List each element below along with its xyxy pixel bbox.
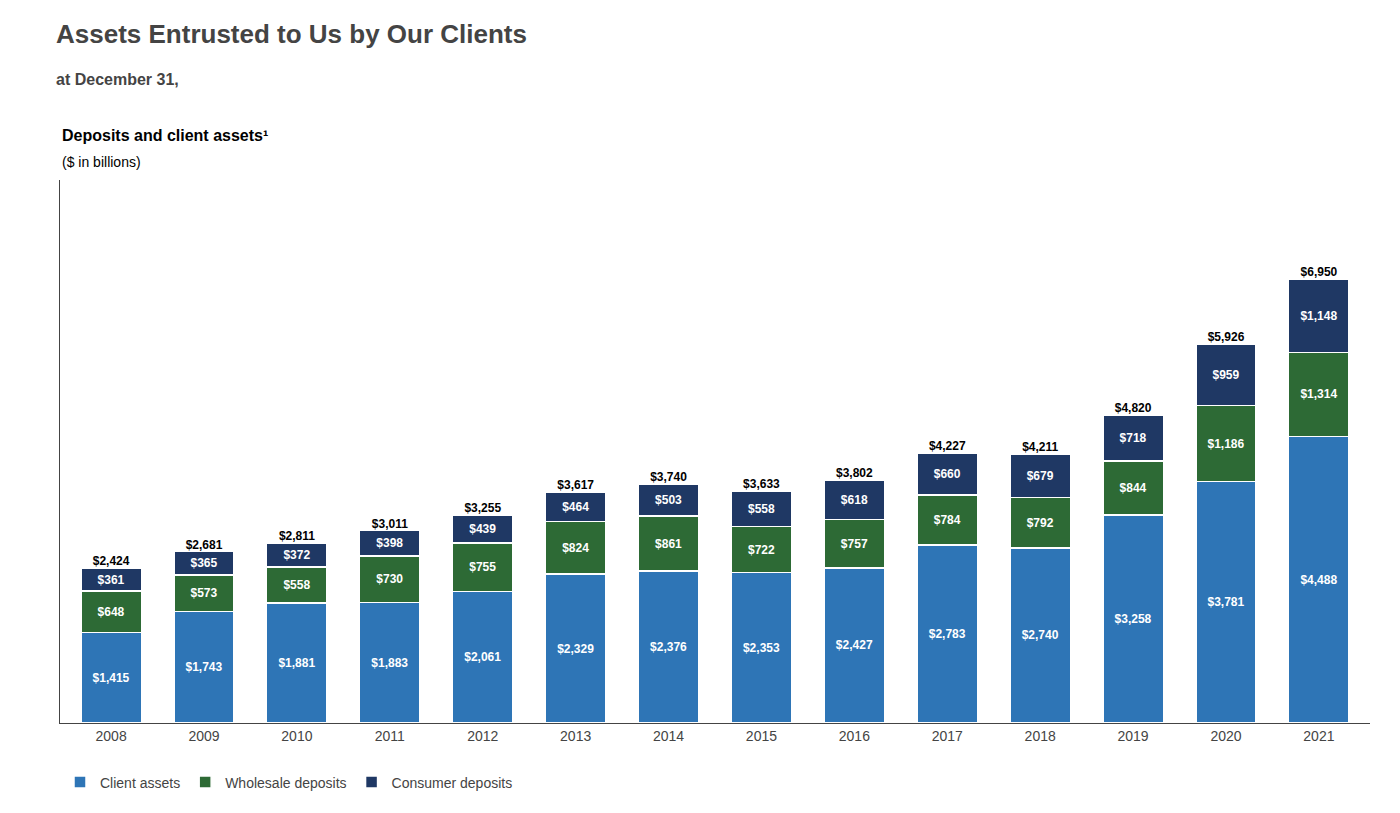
svg-text:$660: $660 (934, 467, 961, 481)
svg-text:$3,781: $3,781 (1207, 595, 1244, 609)
svg-text:$2,811: $2,811 (279, 529, 315, 543)
svg-text:$2,740: $2,740 (1022, 628, 1059, 642)
svg-text:$2,329: $2,329 (557, 642, 594, 656)
svg-text:$558: $558 (283, 578, 310, 592)
svg-text:$464: $464 (562, 500, 589, 514)
svg-text:$722: $722 (748, 543, 775, 557)
svg-text:$730: $730 (376, 572, 403, 586)
svg-text:$361: $361 (98, 573, 125, 587)
svg-text:$6,950: $6,950 (1301, 265, 1338, 279)
svg-text:$2,061: $2,061 (464, 650, 501, 664)
svg-text:$3,740: $3,740 (650, 470, 687, 484)
svg-text:$1,883: $1,883 (371, 656, 408, 670)
svg-text:$1,881: $1,881 (278, 656, 315, 670)
svg-text:$1,186: $1,186 (1207, 437, 1244, 451)
svg-text:$618: $618 (841, 493, 868, 507)
svg-text:Deposits and client assets¹: Deposits and client assets¹ (62, 127, 268, 144)
svg-text:$3,255: $3,255 (464, 501, 501, 515)
svg-text:2010: 2010 (281, 728, 312, 744)
svg-text:2020: 2020 (1210, 728, 1241, 744)
svg-text:$2,424: $2,424 (93, 554, 130, 568)
svg-text:$4,488: $4,488 (1300, 573, 1337, 587)
svg-text:$4,820: $4,820 (1115, 401, 1152, 415)
svg-text:2021: 2021 (1303, 728, 1334, 744)
svg-text:Wholesale deposits: Wholesale deposits (225, 775, 346, 791)
svg-text:$959: $959 (1212, 368, 1239, 382)
svg-text:$824: $824 (562, 541, 589, 555)
svg-text:at December 31,: at December 31, (56, 71, 179, 88)
svg-text:$1,415: $1,415 (93, 671, 130, 685)
svg-text:$503: $503 (655, 493, 682, 507)
svg-text:$3,802: $3,802 (836, 466, 873, 480)
svg-text:Consumer deposits: Consumer deposits (392, 775, 513, 791)
svg-text:$3,633: $3,633 (743, 477, 780, 491)
svg-text:$4,211: $4,211 (1022, 440, 1058, 454)
svg-text:2019: 2019 (1118, 728, 1149, 744)
svg-text:2014: 2014 (653, 728, 684, 744)
svg-text:2009: 2009 (188, 728, 219, 744)
svg-text:2008: 2008 (96, 728, 127, 744)
svg-text:$2,783: $2,783 (929, 627, 966, 641)
svg-text:$755: $755 (469, 560, 496, 574)
svg-text:Assets Entrusted to Us by Our: Assets Entrusted to Us by Our Clients (56, 19, 527, 49)
svg-text:2013: 2013 (560, 728, 591, 744)
svg-text:$3,011: $3,011 (372, 517, 408, 531)
svg-text:$784: $784 (934, 513, 961, 527)
svg-text:$792: $792 (1027, 516, 1054, 530)
svg-text:$648: $648 (98, 605, 125, 619)
svg-text:2016: 2016 (839, 728, 870, 744)
svg-text:$3,617: $3,617 (557, 478, 594, 492)
svg-text:$679: $679 (1027, 469, 1054, 483)
svg-text:$4,227: $4,227 (929, 439, 966, 453)
svg-text:$2,353: $2,353 (743, 641, 780, 655)
svg-text:2017: 2017 (932, 728, 963, 744)
svg-text:$2,681: $2,681 (186, 538, 223, 552)
svg-text:$1,314: $1,314 (1300, 387, 1337, 401)
svg-text:$573: $573 (190, 586, 217, 600)
svg-text:$2,376: $2,376 (650, 640, 687, 654)
svg-text:2015: 2015 (746, 728, 777, 744)
svg-text:2011: 2011 (375, 728, 405, 744)
svg-text:$365: $365 (190, 556, 217, 570)
svg-text:Client assets: Client assets (100, 775, 180, 791)
svg-text:$718: $718 (1120, 431, 1147, 445)
svg-text:$844: $844 (1120, 481, 1147, 495)
svg-text:$372: $372 (283, 548, 310, 562)
svg-text:$558: $558 (748, 502, 775, 516)
svg-text:$439: $439 (469, 522, 496, 536)
svg-text:$1,148: $1,148 (1300, 309, 1337, 323)
svg-text:$757: $757 (841, 537, 868, 551)
svg-text:2018: 2018 (1025, 728, 1056, 744)
svg-text:$5,926: $5,926 (1208, 330, 1245, 344)
svg-text:$3,258: $3,258 (1115, 612, 1152, 626)
svg-text:$1,743: $1,743 (185, 660, 222, 674)
svg-text:$398: $398 (376, 536, 403, 550)
svg-text:$2,427: $2,427 (836, 638, 873, 652)
svg-text:($ in billions): ($ in billions) (62, 154, 141, 170)
svg-text:$861: $861 (655, 537, 682, 551)
svg-text:2012: 2012 (467, 728, 498, 744)
